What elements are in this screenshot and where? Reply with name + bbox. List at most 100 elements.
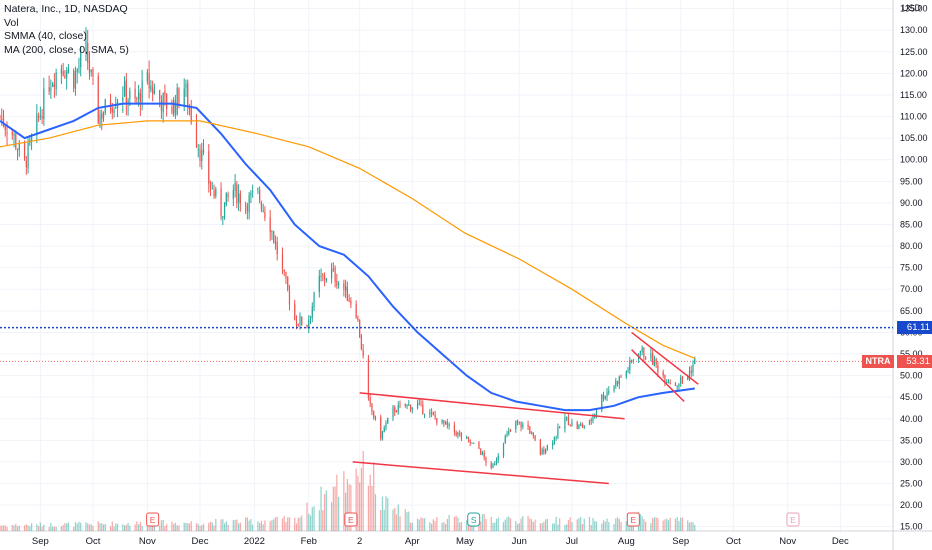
candle-body	[111, 108, 113, 113]
candle-body	[222, 216, 224, 218]
candle-body	[408, 404, 410, 406]
time-tick-label: Jun	[512, 536, 527, 547]
volume-bar	[337, 496, 340, 531]
volume-bar	[404, 509, 406, 531]
candle-body	[418, 403, 420, 405]
candle-body	[490, 463, 492, 468]
time-tick-label: Sep	[672, 536, 689, 547]
volume-bar	[225, 521, 227, 531]
candle-body	[232, 190, 234, 199]
candle-body	[678, 383, 680, 387]
candle-body	[466, 437, 468, 439]
volume-bar	[223, 523, 226, 531]
candle-body	[543, 449, 545, 453]
volume-bar	[122, 524, 124, 531]
candle-body	[692, 364, 694, 373]
candle-body	[50, 88, 52, 91]
volume-bar	[641, 516, 643, 531]
volume-bar	[480, 521, 482, 531]
candle-body	[306, 324, 308, 327]
smma-line	[0, 102, 695, 412]
volume-bar	[30, 523, 33, 531]
candle-body	[48, 86, 50, 92]
price-tick-label: 25.00	[900, 479, 923, 489]
trendline	[631, 349, 685, 403]
trendline	[359, 392, 625, 420]
volume-bar	[78, 521, 80, 531]
volume-bar	[311, 507, 313, 531]
volume-bar	[518, 523, 520, 531]
time-tick-label: Nov	[139, 536, 156, 547]
volume-bar	[362, 451, 364, 531]
volume-bar	[566, 524, 568, 531]
candle-body	[173, 99, 175, 116]
candle-body	[653, 359, 656, 366]
candle-body	[30, 136, 33, 142]
candle-body	[202, 149, 205, 153]
candle-body	[655, 358, 657, 365]
volume-bar	[113, 526, 115, 531]
candle-body	[676, 385, 678, 387]
volume-bar	[441, 522, 443, 531]
candle-body	[285, 271, 287, 279]
candle-body	[399, 404, 401, 406]
volume-bar	[274, 517, 277, 531]
volume-bar	[657, 517, 659, 531]
price-tick-label: 40.00	[900, 414, 923, 424]
volume-bar	[178, 525, 180, 531]
candle-body	[595, 410, 598, 415]
earnings-marker-label: E	[631, 515, 637, 525]
volume-bar	[27, 525, 29, 531]
volume-bar	[232, 520, 234, 531]
candle-body	[220, 188, 222, 217]
level-price-tag: 61.11	[897, 321, 932, 335]
volume-bar	[52, 526, 54, 531]
price-tick-label: 115.00	[900, 90, 927, 100]
volume-bar	[516, 524, 519, 531]
candle-body	[87, 42, 89, 63]
candle-body	[567, 417, 570, 426]
candle-body	[271, 231, 273, 233]
volume-bar	[608, 522, 610, 531]
volume-bar	[650, 523, 652, 531]
volume-bar	[667, 520, 670, 531]
volume-bar	[39, 522, 41, 531]
volume-bar	[457, 517, 459, 531]
candle-body	[553, 436, 556, 444]
earnings-marker: E	[626, 512, 640, 527]
earnings-marker-box	[146, 512, 160, 527]
volume-bar	[592, 517, 594, 531]
volume-bar	[416, 518, 419, 531]
candle-body	[620, 376, 622, 378]
candle-body	[455, 432, 457, 436]
volume-bar	[123, 525, 126, 531]
volume-bar	[466, 520, 468, 531]
price-tick-label: 50.00	[900, 371, 923, 381]
volume-bar	[392, 509, 394, 531]
candle-body	[681, 376, 684, 380]
candle-body	[311, 306, 313, 318]
candle-body	[395, 411, 398, 413]
candle-body	[78, 66, 80, 68]
candle-body	[134, 88, 136, 99]
volume-legend[interactable]: Vol	[4, 16, 19, 29]
volume-bar	[543, 521, 545, 531]
volume-bar	[502, 522, 505, 531]
symbol-title[interactable]: Natera, Inc., 1D, NASDAQ	[4, 3, 128, 15]
candle-body	[583, 425, 585, 428]
candle-body	[225, 192, 227, 205]
volume-bar	[613, 523, 615, 531]
volume-bar	[127, 522, 129, 531]
volume-bar	[64, 523, 66, 531]
candle-body	[288, 290, 291, 305]
volume-bar	[346, 479, 348, 531]
volume-bar	[394, 507, 396, 531]
candle-body	[348, 299, 350, 302]
volume-bar	[237, 523, 240, 531]
candle-body	[23, 141, 26, 159]
ma-legend[interactable]: MA (200, close, 0, SMA, 5)	[4, 43, 129, 56]
volume-bar	[41, 526, 43, 531]
candle-body	[137, 91, 140, 100]
smma-legend[interactable]: SMMA (40, close)	[4, 30, 87, 42]
